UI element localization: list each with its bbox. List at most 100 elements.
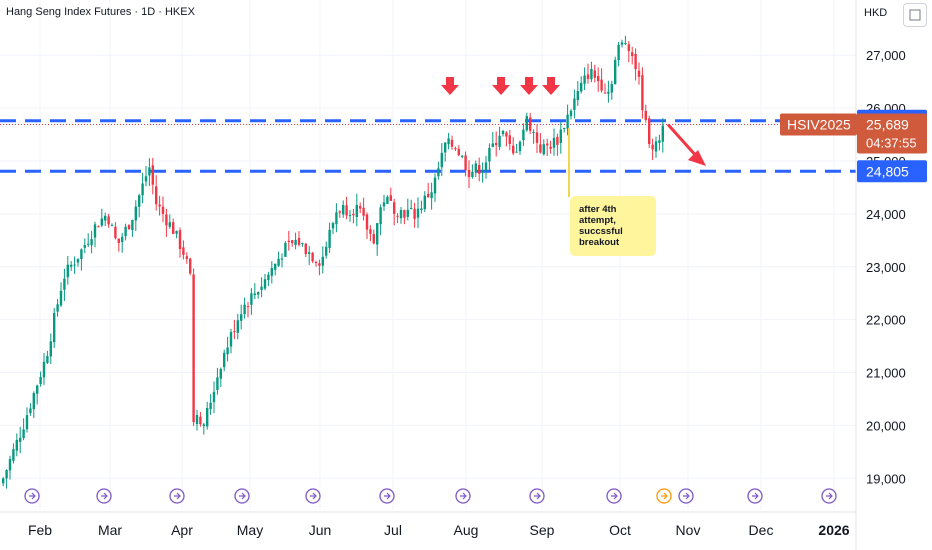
down-arrow-icon [441,77,459,95]
candle-body [206,408,209,427]
candle-body [386,196,389,204]
candle-body [42,361,46,378]
candle-body [277,258,280,266]
price-tick-label: 27,000 [866,48,906,63]
candle-body [563,127,566,129]
square-icon [909,9,921,21]
candle-body [597,75,600,82]
candle-body [280,258,284,260]
candle-body [573,98,576,110]
note-box [570,196,656,256]
candle-body [178,230,182,250]
chevron-right-icon [239,492,246,500]
candle-body [569,110,573,117]
candle-body [270,268,273,276]
candle-body [219,369,222,379]
candle-body [25,415,29,430]
candle-body [83,245,86,248]
candle-body [36,385,39,394]
time-tick-label: May [237,522,263,538]
candle-body [311,252,314,262]
candle-body [107,216,110,225]
candle-body [294,239,297,245]
chevron-right-icon [683,492,690,500]
candle-body [49,341,52,357]
event-marker[interactable] [529,488,545,504]
candle-body [481,170,484,173]
event-marker[interactable] [96,488,112,504]
candle-body [2,478,5,484]
event-marker[interactable] [305,488,321,504]
event-marker[interactable] [678,488,694,504]
candle-body [233,331,236,333]
candle-body [236,320,239,333]
candle-body [512,145,515,154]
candle-body [416,208,420,218]
candle-body [542,144,545,155]
candle-body [325,246,328,256]
candle-body [110,225,114,227]
candle-body [423,195,426,210]
candle-body [151,165,154,185]
candle-body [66,264,69,278]
chevron-right-icon [460,492,467,500]
candle-body [189,258,192,274]
candle-body [348,215,352,217]
candle-body [195,414,199,425]
event-marker[interactable] [379,488,395,504]
candle-body [437,168,440,177]
chevron-right-icon [534,492,541,500]
candle-body [165,214,168,226]
event-marker[interactable] [656,488,672,504]
chevron-right-icon [752,492,759,500]
candle-body [138,195,141,207]
candle-body [267,274,270,281]
event-marker[interactable] [169,488,185,504]
candle-body [19,437,22,442]
candle-body [471,171,474,177]
candle-body [505,132,508,137]
candle-body [593,70,596,78]
candles [2,35,664,489]
time-tick-label: Sep [530,522,555,538]
price-tick-label: 24,000 [866,207,906,222]
event-marker[interactable] [747,488,763,504]
candle-body [318,263,321,266]
chevron-right-icon [310,492,317,500]
candle-body [127,225,131,230]
candle-body [229,332,233,347]
candle-body [617,44,620,60]
candle-body [393,202,396,214]
candle-body [240,314,243,321]
price-tick-label: 21,000 [866,366,906,381]
chevron-right-icon [29,492,36,500]
candle-body [328,229,331,248]
event-marker[interactable] [455,488,471,504]
candle-body [580,82,583,92]
candle-body [552,137,556,148]
candle-body [546,143,549,146]
candle-body [651,144,654,150]
candle-body [56,304,59,312]
candle-body [53,313,56,343]
candle-body [168,222,171,227]
candle-body [342,205,345,215]
event-marker[interactable] [821,488,837,504]
event-marker[interactable] [234,488,250,504]
event-marker[interactable] [606,488,622,504]
candle-body [478,165,481,174]
chevron-right-icon [826,492,833,500]
candle-body [539,144,542,153]
candle-body [355,204,358,217]
event-marker[interactable] [24,488,40,504]
settings-button[interactable] [903,3,927,27]
candle-body [532,131,535,133]
candle-body [141,183,144,196]
candle-body [600,79,603,91]
candle-body [620,42,624,45]
time-tick-label: Mar [98,522,122,538]
candle-body [529,117,532,131]
candle-body [464,155,467,171]
candle-body [484,162,488,171]
